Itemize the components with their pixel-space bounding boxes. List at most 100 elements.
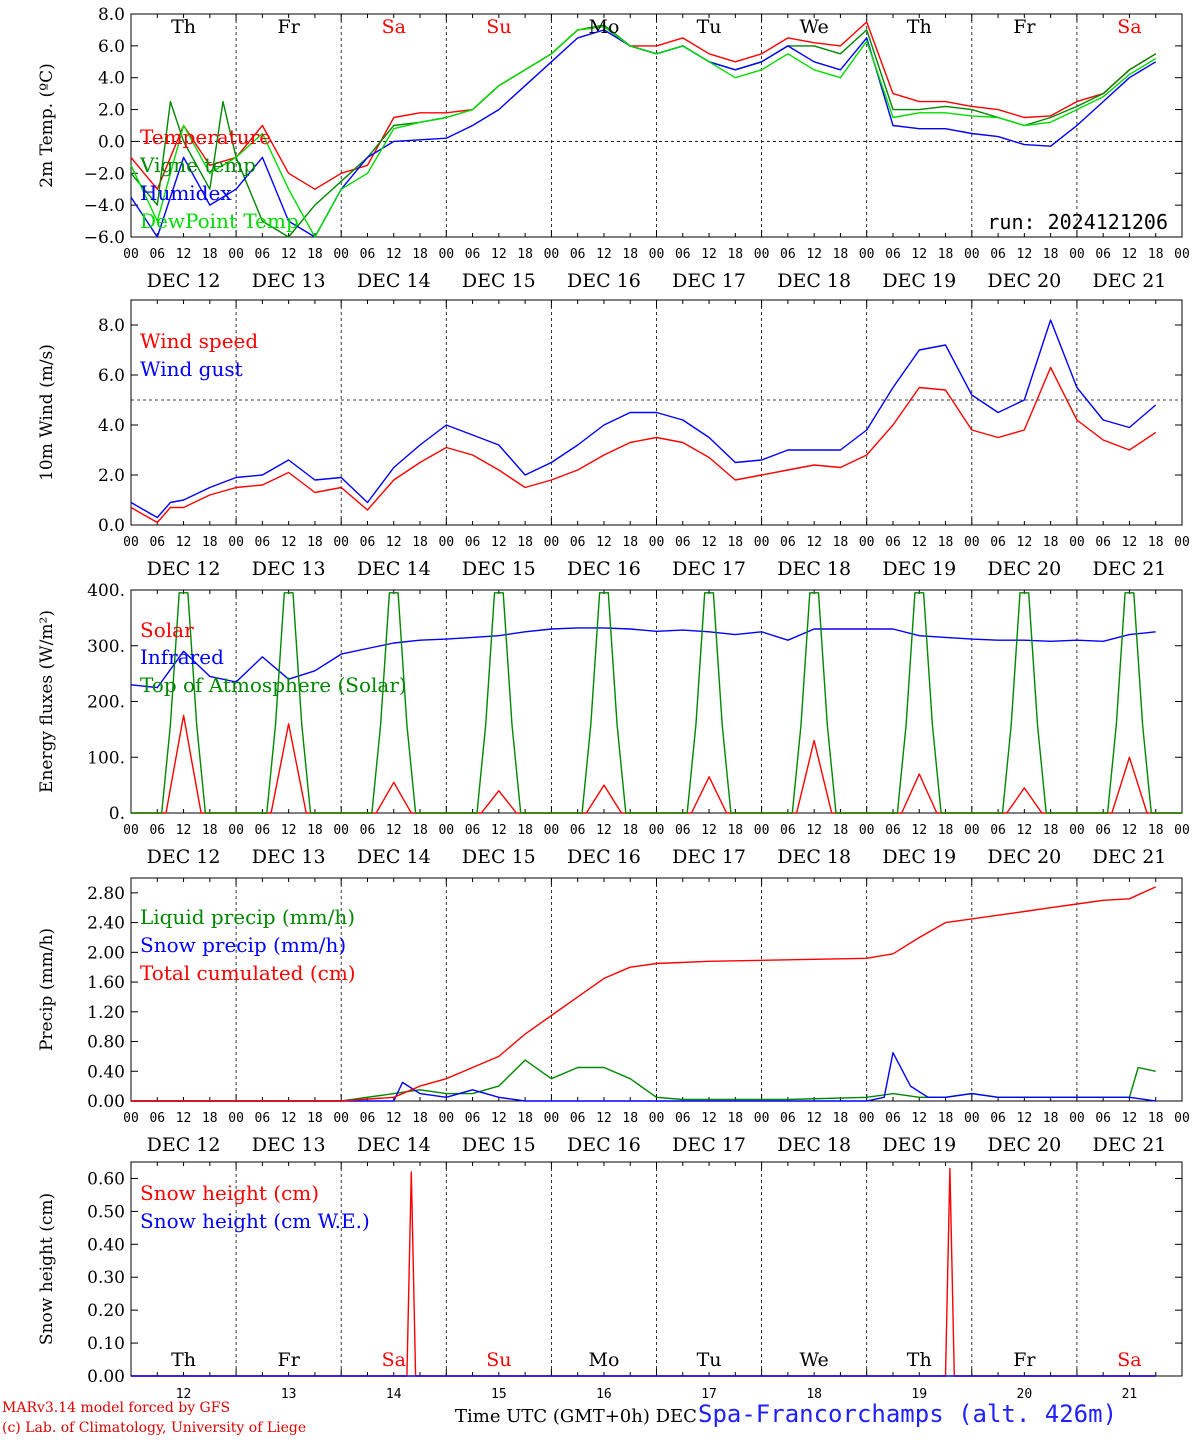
hour-tick-label: 06 xyxy=(990,823,1006,838)
hour-tick-label: 00 xyxy=(964,535,980,550)
panel-3 xyxy=(130,589,1183,814)
hour-tick-label: 12 xyxy=(1017,247,1033,262)
y-tick-label: 4.0 xyxy=(98,69,125,89)
date-label: DEC 21 xyxy=(1093,558,1167,580)
y-tick-label: 2.0 xyxy=(98,101,125,121)
hour-tick-label: 00 xyxy=(123,1111,139,1126)
y-tick-label: 8.0 xyxy=(98,316,125,336)
hour-tick-label: 18 xyxy=(1043,1111,1059,1126)
legend-entry: Infrared xyxy=(140,645,224,669)
day-number-label: 12 xyxy=(176,1387,192,1400)
date-label: DEC 20 xyxy=(987,846,1061,868)
hour-tick-label: 18 xyxy=(727,823,743,838)
model-credit: MARv3.14 model forced by GFS xyxy=(2,1400,231,1416)
hour-tick-label: 18 xyxy=(202,823,218,838)
day-number-label: 16 xyxy=(596,1387,612,1400)
hour-tick-label: 06 xyxy=(360,535,376,550)
series-line-dewpoint-temp xyxy=(130,26,1157,238)
hour-tick-label: 06 xyxy=(780,823,796,838)
weekday-label: Sa xyxy=(382,16,406,38)
hour-tick-label: 06 xyxy=(465,535,481,550)
date-label: DEC 12 xyxy=(147,558,221,580)
hour-tick-label: 18 xyxy=(517,823,533,838)
date-label: DEC 14 xyxy=(357,270,431,292)
date-label: DEC 17 xyxy=(672,270,746,292)
day-number-label: 13 xyxy=(281,1387,297,1400)
run-label: run: 2024121206 xyxy=(987,210,1168,234)
hour-tick-label: 00 xyxy=(964,823,980,838)
y-tick-label: 0.00 xyxy=(87,1367,125,1387)
hour-tick-label: 12 xyxy=(176,1111,192,1126)
hour-tick-label: 12 xyxy=(911,247,927,262)
legend-entry: Wind speed xyxy=(140,329,258,353)
hour-tick-label: 00 xyxy=(544,823,560,838)
hour-tick-label: 06 xyxy=(885,247,901,262)
hour-tick-label: 00 xyxy=(1069,247,1085,262)
hour-tick-label: 12 xyxy=(806,247,822,262)
hour-tick-label: 06 xyxy=(780,1111,796,1126)
date-label: DEC 13 xyxy=(252,558,326,580)
hour-tick-label: 18 xyxy=(622,1111,638,1126)
series-line-top-of-atmosphere-solar xyxy=(131,592,1182,814)
hour-tick-label: 06 xyxy=(675,823,691,838)
hour-tick-label: 12 xyxy=(386,247,402,262)
hour-tick-label: 18 xyxy=(202,247,218,262)
hour-tick-label: 12 xyxy=(596,1111,612,1126)
hour-tick-label: 18 xyxy=(833,1111,849,1126)
date-label: DEC 21 xyxy=(1093,846,1167,868)
hour-tick-label: 06 xyxy=(360,1111,376,1126)
weekday-label: Fr xyxy=(1013,16,1036,38)
date-label: DEC 19 xyxy=(882,270,956,292)
hour-tick-label: 18 xyxy=(622,823,638,838)
hour-tick-label: 06 xyxy=(780,247,796,262)
hour-tick-label: 00 xyxy=(1069,535,1085,550)
hour-tick-label: 18 xyxy=(833,247,849,262)
hour-tick-label: 18 xyxy=(517,247,533,262)
hour-tick-label: 06 xyxy=(990,1111,1006,1126)
y-tick-label: 0.10 xyxy=(87,1334,125,1354)
day-number-label: 14 xyxy=(386,1387,402,1400)
series-line-humidex xyxy=(130,29,1157,238)
hour-tick-label: 00 xyxy=(649,247,665,262)
date-label: DEC 20 xyxy=(987,1134,1061,1156)
panel-5 xyxy=(130,1161,1183,1377)
hour-tick-label: 00 xyxy=(123,247,139,262)
legend-entry: Total cumulated (cm) xyxy=(140,961,356,985)
y-axis-label: Snow height (cm) xyxy=(37,1193,57,1345)
date-label: DEC 18 xyxy=(777,270,851,292)
hour-tick-label: 00 xyxy=(1174,247,1190,262)
hour-tick-label: 06 xyxy=(675,1111,691,1126)
hour-tick-label: 18 xyxy=(202,535,218,550)
hour-tick-label: 00 xyxy=(859,535,875,550)
hour-tick-label: 00 xyxy=(228,247,244,262)
date-label: DEC 18 xyxy=(777,558,851,580)
date-label: DEC 19 xyxy=(882,558,956,580)
weekday-label: Sa xyxy=(382,1349,406,1371)
hour-tick-label: 18 xyxy=(938,247,954,262)
hour-tick-label: 12 xyxy=(1017,535,1033,550)
hour-tick-label: 12 xyxy=(1122,1111,1138,1126)
legend-entry: Snow height (cm) xyxy=(140,1181,319,1205)
date-label: DEC 15 xyxy=(462,1134,536,1156)
hour-tick-label: 12 xyxy=(491,535,507,550)
hour-tick-label: 00 xyxy=(544,535,560,550)
legend-entry: Top of Atmosphere (Solar) xyxy=(140,673,407,697)
hour-tick-label: 06 xyxy=(990,247,1006,262)
hour-tick-label: 18 xyxy=(938,823,954,838)
hour-tick-label: 18 xyxy=(1043,535,1059,550)
y-tick-label: 400. xyxy=(87,581,125,601)
hour-tick-label: 06 xyxy=(990,535,1006,550)
hour-tick-label: 12 xyxy=(596,823,612,838)
weekday-label: Th xyxy=(907,1349,932,1371)
date-label: DEC 18 xyxy=(777,846,851,868)
hour-tick-label: 12 xyxy=(1122,247,1138,262)
hour-tick-label: 18 xyxy=(1043,247,1059,262)
weekday-label: Th xyxy=(171,16,196,38)
day-number-label: 19 xyxy=(911,1387,927,1400)
hour-tick-label: 18 xyxy=(517,535,533,550)
hour-tick-label: 00 xyxy=(438,247,454,262)
date-label: DEC 21 xyxy=(1093,270,1167,292)
date-label: DEC 17 xyxy=(672,846,746,868)
hour-tick-label: 00 xyxy=(754,1111,770,1126)
y-axis-label: 10m Wind (m/s) xyxy=(37,344,57,481)
